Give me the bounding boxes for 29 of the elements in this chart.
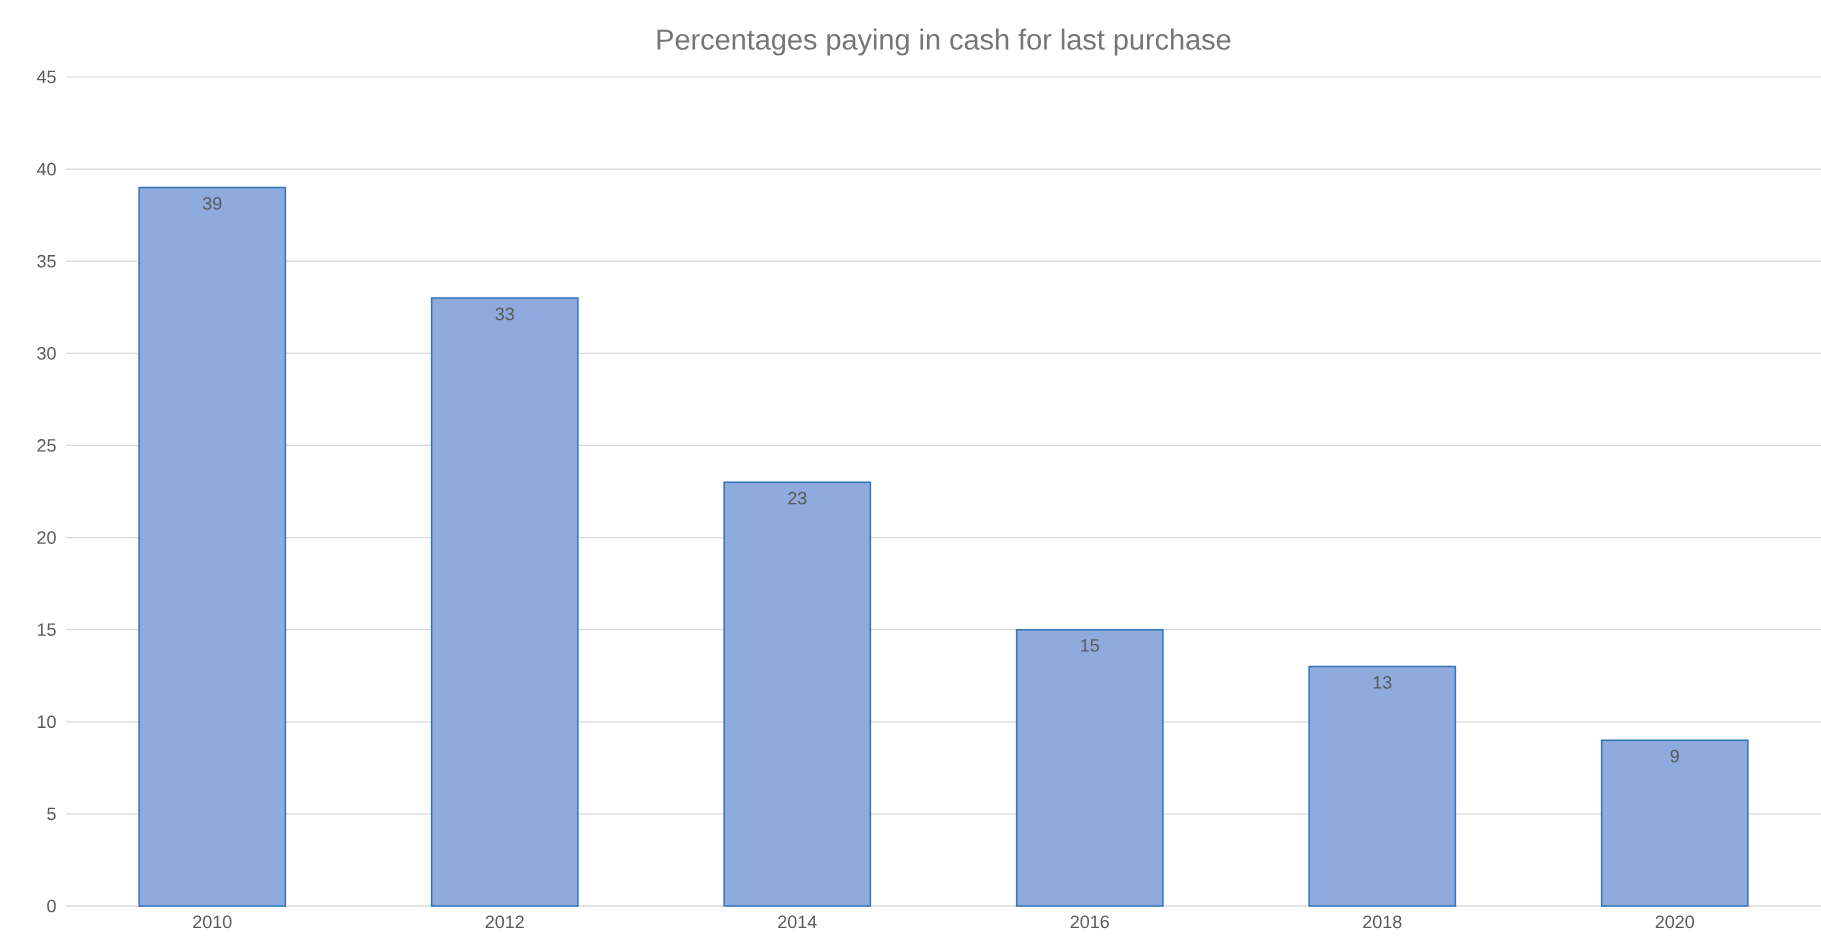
y-tick-label: 10 — [37, 715, 56, 729]
x-tick-label: 2016 — [1070, 915, 1109, 929]
chart-title: Percentages paying in cash for last purchase — [657, 28, 1231, 56]
bar — [1600, 739, 1749, 907]
x-tick-label: 2012 — [485, 915, 524, 929]
x-tick-label: 2018 — [1363, 915, 1402, 929]
data-label: 13 — [1373, 676, 1392, 689]
y-tick-label: 0 — [47, 899, 56, 913]
bar — [1308, 665, 1457, 907]
data-label: 15 — [1081, 639, 1099, 652]
y-tick-label: 25 — [37, 439, 56, 452]
x-tick-label: 2020 — [1655, 915, 1694, 929]
y-tick-label: 35 — [37, 254, 56, 268]
data-label: 39 — [202, 197, 222, 210]
bar — [138, 186, 287, 907]
x-tick-label: 2010 — [193, 915, 232, 929]
bar — [1015, 628, 1164, 907]
y-tick-label: 5 — [47, 807, 56, 821]
data-label: 33 — [495, 307, 514, 321]
y-tick-label: 20 — [37, 531, 56, 544]
data-label: 23 — [788, 491, 807, 505]
bar — [723, 481, 872, 907]
bar — [430, 297, 579, 907]
data-label: 9 — [1670, 749, 1679, 763]
x-tick-label: 2014 — [778, 915, 817, 929]
y-tick-label: 40 — [36, 162, 56, 176]
y-tick-label: 30 — [37, 346, 56, 360]
y-tick-label: 15 — [37, 623, 56, 636]
y-tick-label: 45 — [36, 70, 56, 84]
